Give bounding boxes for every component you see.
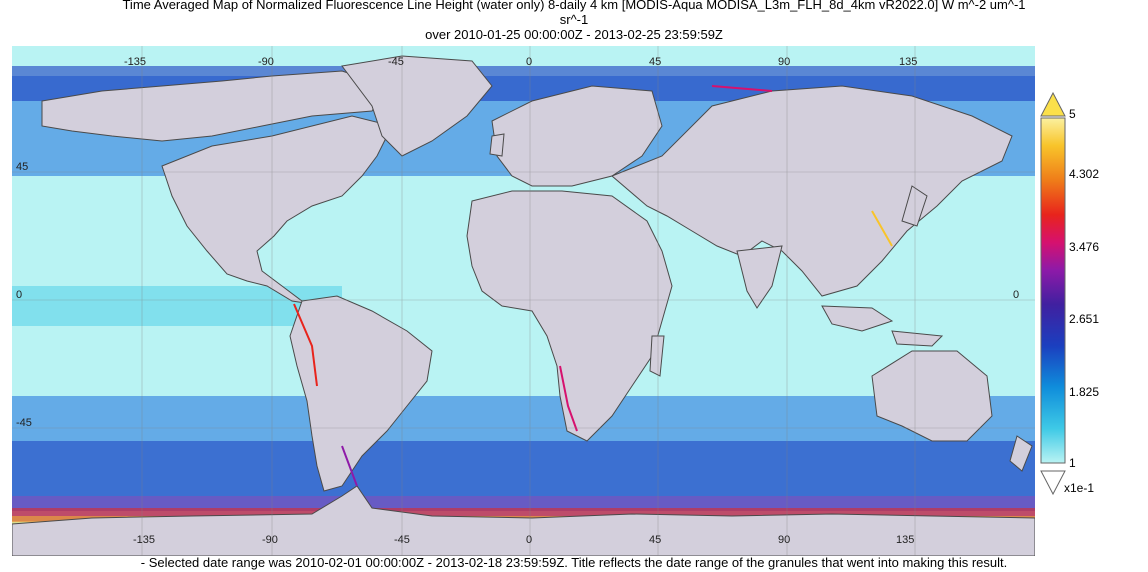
map-title-units: sr^-1 xyxy=(559,12,589,27)
lon-tick-top: -90 xyxy=(258,56,274,68)
map-graticule xyxy=(12,46,1035,556)
colorbar-tick-label: 2.651 xyxy=(1069,312,1100,326)
lon-tick-bottom: 45 xyxy=(649,534,662,546)
lon-tick-bottom: -45 xyxy=(394,534,410,546)
land-europe xyxy=(491,85,663,187)
land-africa xyxy=(466,190,673,442)
colorbar-tick-label: 1.825 xyxy=(1069,385,1100,399)
colorbar-multiplier: x1e-1 xyxy=(1064,481,1095,495)
coastal-high-values xyxy=(293,85,893,487)
map-title-date-range: over 2010-01-25 00:00:00Z - 2013-02-25 2… xyxy=(425,27,723,42)
footnote: - Selected date range was 2010-02-01 00:… xyxy=(140,555,1008,570)
land-australia xyxy=(871,350,993,442)
lon-tick-top: 90 xyxy=(778,56,791,68)
lat-tick-left: 45 xyxy=(16,161,29,173)
lon-tick-bottom: 135 xyxy=(896,534,915,546)
land-south-america xyxy=(289,295,433,492)
map-title: Time Averaged Map of Normalized Fluoresc… xyxy=(122,0,1026,12)
colorbar-tick-label: 3.476 xyxy=(1069,240,1100,254)
colorbar-gradient xyxy=(1040,117,1066,464)
colorbar xyxy=(1038,90,1068,500)
lat-tick-right: 0 xyxy=(1013,289,1020,301)
land-greenland xyxy=(341,55,493,157)
land-asia xyxy=(611,85,1013,297)
colorbar-tick-label: 4.302 xyxy=(1069,167,1100,181)
lon-tick-bottom: -90 xyxy=(262,534,278,546)
lon-tick-bottom: 90 xyxy=(778,534,791,546)
colorbar-min-label: 1 xyxy=(1069,456,1076,470)
lat-tick-left: -45 xyxy=(16,417,32,429)
lon-tick-bottom: 0 xyxy=(526,534,533,546)
land-north-america xyxy=(161,115,393,305)
lon-tick-top: 0 xyxy=(526,56,533,68)
colorbar-max-label: 5 xyxy=(1069,107,1076,121)
lat-tick-left: 0 xyxy=(16,289,23,301)
lon-tick-top: -45 xyxy=(388,56,404,68)
colorbar-min-arrow xyxy=(1040,470,1066,496)
land-masses xyxy=(12,55,1035,556)
colorbar-max-arrow xyxy=(1040,91,1066,117)
world-map xyxy=(12,46,1035,556)
lon-tick-top: 45 xyxy=(649,56,662,68)
lon-tick-top: 135 xyxy=(899,56,918,68)
lon-tick-bottom: -135 xyxy=(133,534,156,546)
lon-tick-top: -135 xyxy=(124,56,147,68)
